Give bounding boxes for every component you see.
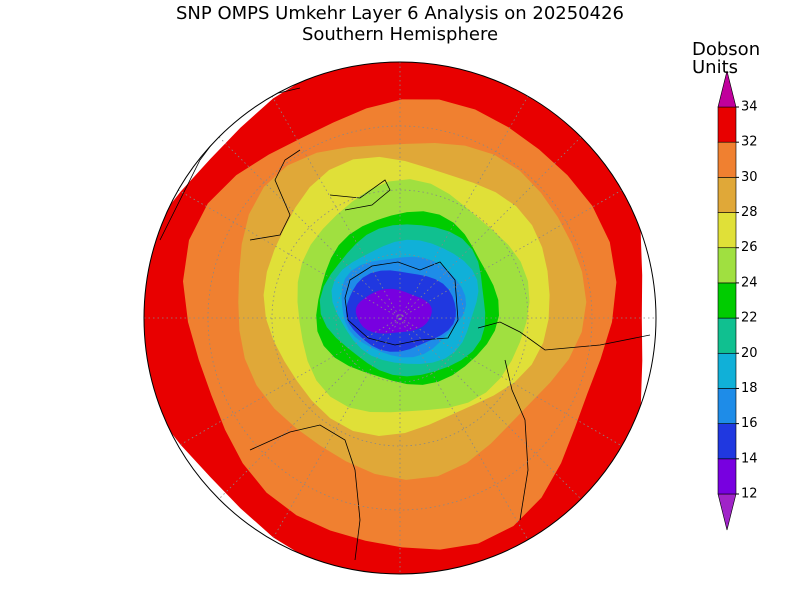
ozone-contours: [144, 62, 643, 574]
colorbar-tick-label: 14: [741, 451, 758, 466]
subtitle: Southern Hemisphere: [302, 24, 498, 45]
colorbar-under: [717, 493, 737, 531]
colorbar-tick-label: 22: [741, 311, 758, 326]
colorbar-band: [717, 282, 737, 319]
colorbar-band: [717, 247, 737, 284]
colorbar: 12 14 16 18 20 22 24 26 28 30 32 34: [717, 70, 758, 531]
colorbar-over: [717, 70, 737, 108]
colorbar-tick-label: 24: [741, 275, 758, 290]
colorbar-band: [717, 141, 737, 178]
colorbar-tick-label: 26: [741, 240, 758, 255]
colorbar-band: [717, 423, 737, 460]
graticule: [144, 62, 656, 574]
contour-band: [355, 288, 432, 334]
colorbar-band: [717, 458, 737, 495]
colorbar-tick-label: 28: [741, 205, 758, 220]
colorbar-tick-label: 32: [741, 135, 758, 150]
colorbar-label: Dobson: [692, 39, 760, 60]
map-border: [143, 61, 657, 575]
colorbar-band: [717, 352, 737, 389]
colorbar-band: [717, 388, 737, 424]
colorbar-tick-label: 30: [741, 170, 758, 185]
colorbar-band: [717, 106, 737, 143]
colorbar-band: [717, 317, 737, 354]
colorbar-band: [717, 212, 737, 249]
colorbar-tick-label: 34: [741, 100, 758, 115]
colorbar-tick-label: 20: [741, 346, 758, 361]
colorbar-band: [717, 177, 737, 213]
colorbar-tick-label: 18: [741, 381, 758, 396]
colorbar-label: Units: [692, 57, 738, 78]
title: SNP OMPS Umkehr Layer 6 Analysis on 2025…: [176, 3, 624, 24]
colorbar-tick-label: 12: [741, 487, 758, 502]
colorbar-tick-label: 16: [741, 416, 758, 431]
